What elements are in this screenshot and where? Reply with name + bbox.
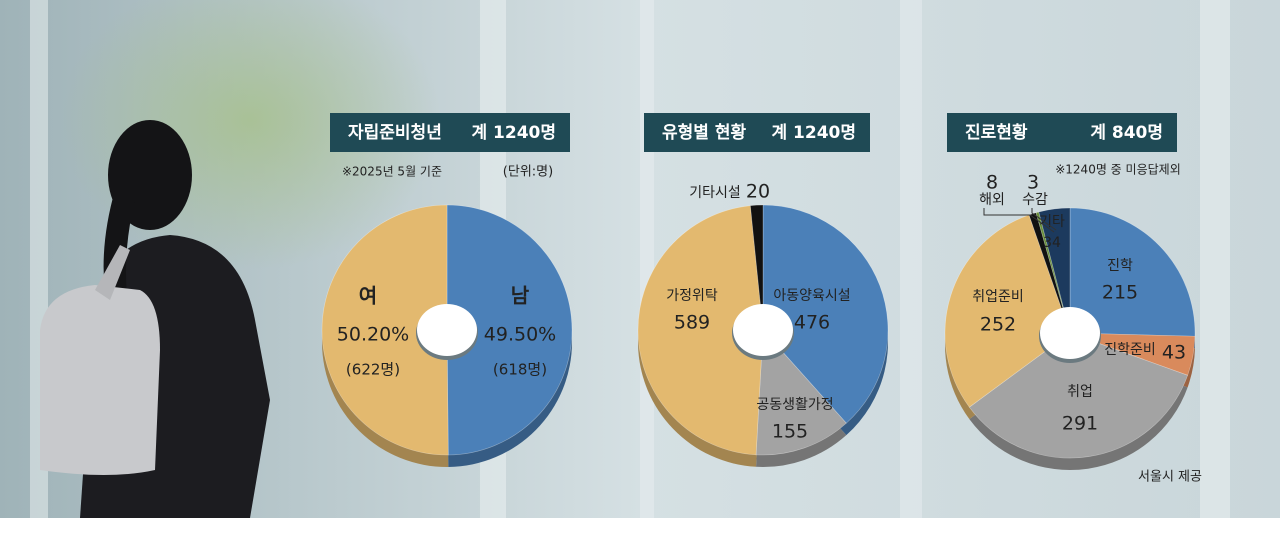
hole (733, 304, 793, 356)
category-label: 진학준비 (1104, 342, 1156, 358)
chart-total: 계 840명 (1090, 123, 1163, 143)
chart-title: 유형별 현황 (662, 122, 746, 143)
chart-total: 계 1240명 (471, 123, 556, 143)
note: ※2025년 5월 기준 (342, 165, 442, 179)
category-label: 가정위탁 (666, 288, 718, 304)
category-label: 해외 (979, 192, 1005, 208)
value-label: 589 (674, 312, 710, 334)
slice (944, 214, 1071, 408)
category-label: 여 (359, 284, 377, 308)
percent-label: 49.50% (484, 324, 556, 346)
chart-total: 계 1240명 (771, 123, 856, 143)
hole (417, 304, 477, 356)
unit: (단위:명) (503, 165, 553, 180)
donut-chart: 자립준비청년 계 1240명 ※2025년 5월 기준 (단위:명) 남 (618명) 49… (321, 113, 573, 467)
value-label: 476 (794, 312, 830, 334)
slice (1069, 332, 1196, 376)
slice (750, 204, 764, 331)
slice (446, 204, 573, 456)
slice (968, 332, 1189, 459)
value-label: 291 (1062, 413, 1098, 435)
category-label: 진학 (1107, 258, 1133, 274)
note: ※1240명 중 미응답제외 (1055, 163, 1181, 177)
title-box (947, 113, 1177, 152)
category-label: 수감 (1022, 192, 1048, 208)
slice (1069, 207, 1196, 337)
slice (762, 204, 889, 424)
value-label: 20 (746, 181, 770, 203)
title-box (330, 113, 570, 152)
slice (637, 205, 764, 456)
value-label: (618명) (493, 361, 547, 379)
category-label: 기타시설 (689, 185, 741, 201)
slice (1038, 207, 1071, 334)
value-label: 252 (980, 314, 1016, 336)
category-label: 취업 (1067, 384, 1093, 400)
value-label: (622명) (346, 361, 400, 379)
slice (755, 329, 847, 456)
value-label: 155 (772, 421, 808, 443)
category-label: 공동생활가정 (756, 397, 833, 413)
leader-line (1031, 208, 1057, 231)
category-label: 아동양육시설 (773, 288, 850, 304)
footer-band (0, 518, 1280, 548)
value-label: 34 (1043, 235, 1061, 251)
person (40, 120, 270, 518)
chart-title: 진로현황 (965, 123, 1028, 143)
percent-label: 50.20% (337, 324, 409, 346)
slice (1035, 211, 1071, 334)
value-label: 215 (1102, 282, 1138, 304)
title-box (644, 113, 870, 152)
slice (321, 204, 449, 456)
chart-title: 자립준비청년 (348, 122, 442, 143)
leader-line (983, 208, 1055, 233)
value-label: 8 (986, 172, 998, 194)
charts: 자립준비청년 계 1240명 ※2025년 5월 기준 (단위:명) 남 (618명) 49… (321, 113, 1196, 470)
value-label: 43 (1162, 342, 1186, 364)
hole (1040, 307, 1100, 359)
value-label: 3 (1027, 172, 1039, 194)
category-label: 남 (511, 284, 530, 308)
category-label: 취업준비 (972, 289, 1024, 305)
source: 서울시 제공 (1138, 470, 1202, 485)
